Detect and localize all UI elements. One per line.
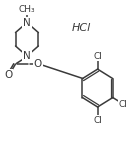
Text: N: N	[23, 17, 31, 27]
Text: O: O	[34, 59, 42, 69]
Text: HCl: HCl	[72, 23, 91, 33]
Text: O: O	[4, 70, 13, 80]
Text: Cl: Cl	[93, 52, 102, 61]
Text: Cl: Cl	[119, 100, 128, 109]
Text: Cl: Cl	[93, 116, 102, 125]
Text: CH₃: CH₃	[19, 5, 35, 14]
Text: N: N	[23, 51, 31, 61]
